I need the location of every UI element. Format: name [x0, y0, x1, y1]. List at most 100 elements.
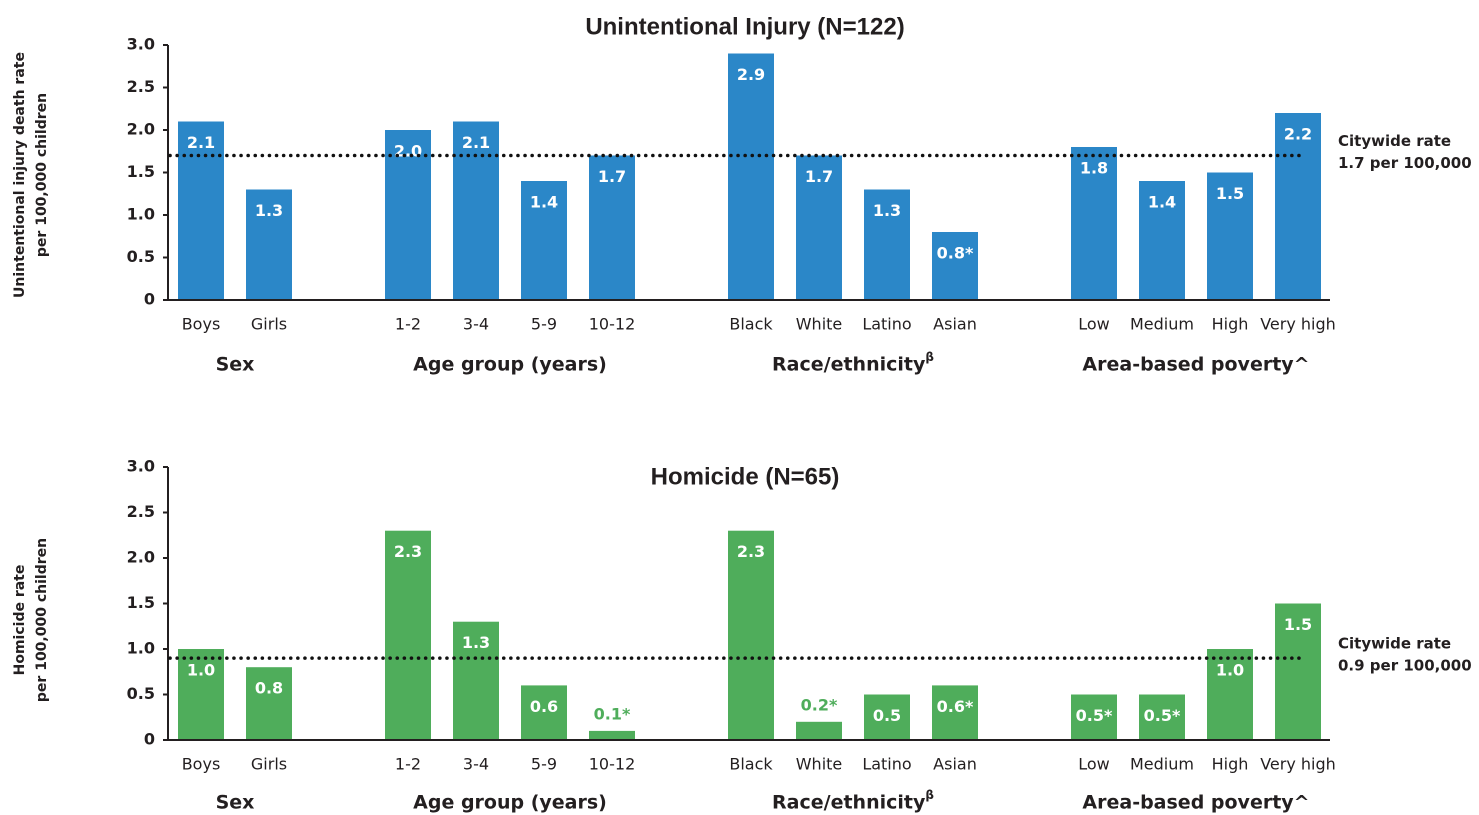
- data-label: 1.4: [1148, 193, 1176, 212]
- bar: [728, 530, 774, 740]
- reference-label: 0.9 per 100,000: [1338, 657, 1472, 675]
- x-tick-label: 3-4: [463, 755, 489, 774]
- bar: [521, 181, 567, 300]
- x-tick-label: Black: [729, 755, 773, 774]
- y-tick-label: 1.5: [127, 162, 155, 181]
- bar: [932, 232, 978, 300]
- group-label: Age group (years): [413, 354, 607, 376]
- y-axis-label: Homicide rate: [12, 565, 28, 676]
- data-label: 0.1*: [594, 704, 631, 723]
- y-tick-label: 1.5: [127, 593, 155, 612]
- x-tick-label: 5-9: [531, 755, 557, 774]
- x-tick-label: Latino: [862, 315, 911, 334]
- data-label: 2.9: [737, 65, 765, 84]
- group-label: Sex: [216, 354, 255, 376]
- x-tick-label: Low: [1078, 755, 1110, 774]
- group-label: Area-based poverty^: [1082, 792, 1309, 814]
- data-label: 2.3: [737, 542, 765, 561]
- data-label: 1.3: [873, 201, 901, 220]
- data-label: 2.1: [462, 133, 490, 152]
- y-tick-label: 0: [144, 290, 155, 309]
- bar: [246, 189, 292, 300]
- x-tick-label: Boys: [182, 315, 221, 334]
- bar: [1071, 694, 1117, 740]
- data-label: 2.2: [1284, 125, 1312, 144]
- y-tick-label: 2.5: [127, 77, 155, 96]
- x-tick-label: Asian: [933, 315, 977, 334]
- bar: [1071, 147, 1117, 300]
- data-label: 0.5*: [1144, 706, 1181, 725]
- superscript: β: [925, 788, 934, 802]
- data-label: 1.5: [1216, 184, 1244, 203]
- x-tick-label: Girls: [251, 755, 287, 774]
- x-tick-label: Asian: [933, 755, 977, 774]
- x-tick-label: Low: [1078, 315, 1110, 334]
- bar: [796, 721, 842, 740]
- data-label: 1.7: [598, 167, 626, 186]
- x-tick-label: Very high: [1260, 315, 1336, 334]
- data-label: 1.4: [530, 193, 558, 212]
- x-tick-label: 1-2: [395, 755, 421, 774]
- data-label: 2.0: [394, 142, 422, 161]
- chart-title: Unintentional Injury (N=122): [585, 13, 904, 40]
- data-label: 0.6: [530, 697, 558, 716]
- x-tick-label: Girls: [251, 315, 287, 334]
- y-tick-label: 2.0: [127, 120, 155, 139]
- bar: [453, 121, 499, 300]
- data-label: 0.5: [873, 706, 901, 725]
- x-tick-label: Boys: [182, 755, 221, 774]
- reference-label: Citywide rate: [1338, 132, 1451, 150]
- y-tick-label: 2.5: [127, 502, 155, 521]
- bar: [1275, 603, 1321, 740]
- y-axis-label: per 100,000 children: [34, 93, 50, 257]
- y-tick-label: 0.5: [127, 247, 155, 266]
- bar: [1139, 694, 1185, 740]
- group-label: Race/ethnicityβ: [772, 788, 934, 814]
- bar: [1207, 172, 1253, 300]
- y-tick-label: 0.5: [127, 684, 155, 703]
- data-label: 1.0: [1216, 661, 1244, 680]
- bar: [521, 685, 567, 740]
- bar: [1275, 113, 1321, 300]
- bar: [385, 530, 431, 740]
- superscript: β: [925, 350, 934, 364]
- x-tick-label: 10-12: [589, 315, 636, 334]
- bar: [1139, 181, 1185, 300]
- y-axis-label: Unintentional injury death rate: [12, 52, 28, 298]
- group-label: Race/ethnicityβ: [772, 350, 934, 376]
- data-label: 1.3: [462, 633, 490, 652]
- bar: [728, 53, 774, 300]
- group-label: Sex: [216, 792, 255, 814]
- data-label: 0.8*: [937, 244, 974, 263]
- bar: [796, 155, 842, 300]
- y-tick-label: 1.0: [127, 205, 155, 224]
- bar: [864, 189, 910, 300]
- group-label: Age group (years): [413, 792, 607, 814]
- x-tick-label: 3-4: [463, 315, 489, 334]
- chart-title: Homicide (N=65): [651, 463, 840, 490]
- x-tick-label: 1-2: [395, 315, 421, 334]
- y-tick-label: 2.0: [127, 548, 155, 567]
- data-label: 2.1: [187, 133, 215, 152]
- reference-label: 1.7 per 100,000: [1338, 154, 1472, 172]
- y-axis-label: per 100,000 children: [34, 538, 50, 702]
- bar: [453, 621, 499, 740]
- data-label: 0.8: [255, 679, 283, 698]
- bar: [589, 730, 635, 740]
- data-label: 0.5*: [1076, 706, 1113, 725]
- bar: [246, 667, 292, 740]
- y-tick-label: 1.0: [127, 639, 155, 658]
- bar: [864, 694, 910, 740]
- x-tick-label: 10-12: [589, 755, 636, 774]
- bar: [178, 649, 224, 740]
- data-label: 1.7: [805, 167, 833, 186]
- data-label: 2.3: [394, 542, 422, 561]
- group-label: Area-based poverty^: [1082, 354, 1309, 376]
- data-label: 1.8: [1080, 159, 1108, 178]
- data-label: 1.0: [187, 661, 215, 680]
- x-tick-label: High: [1212, 315, 1249, 334]
- x-tick-label: White: [796, 315, 843, 334]
- bar: [385, 130, 431, 300]
- y-tick-label: 3.0: [127, 457, 155, 476]
